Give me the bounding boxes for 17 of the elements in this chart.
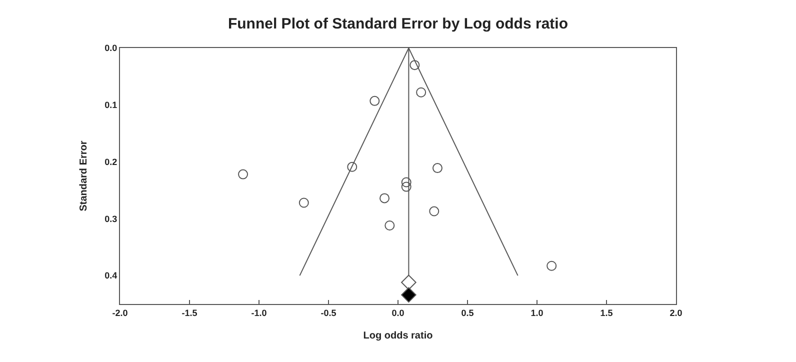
x-tick-label: 2.0: [670, 308, 682, 318]
y-axis-title: Standard Error: [78, 140, 90, 212]
y-tick-label: 0.2: [104, 156, 118, 167]
x-tick-label: -1.5: [182, 308, 198, 318]
x-tick-label: 0.5: [461, 308, 474, 318]
x-tick-label: -0.5: [320, 308, 336, 318]
x-tick-label: -2.0: [112, 308, 128, 318]
x-axis-title: Log odds ratio: [363, 330, 433, 342]
x-tick-label: 1.5: [600, 308, 613, 318]
y-tick-label: 0.4: [104, 270, 118, 281]
chart-title: Funnel Plot of Standard Error by Log odds ratio: [228, 16, 568, 33]
x-tick-label: 0.0: [392, 308, 404, 318]
x-tick-label: 1.0: [530, 308, 544, 318]
y-tick-label: 0.0: [104, 43, 118, 54]
y-tick-label: 0.1: [104, 100, 118, 110]
x-tick-label: -1.0: [251, 308, 267, 318]
y-tick-label: 0.3: [104, 214, 118, 224]
